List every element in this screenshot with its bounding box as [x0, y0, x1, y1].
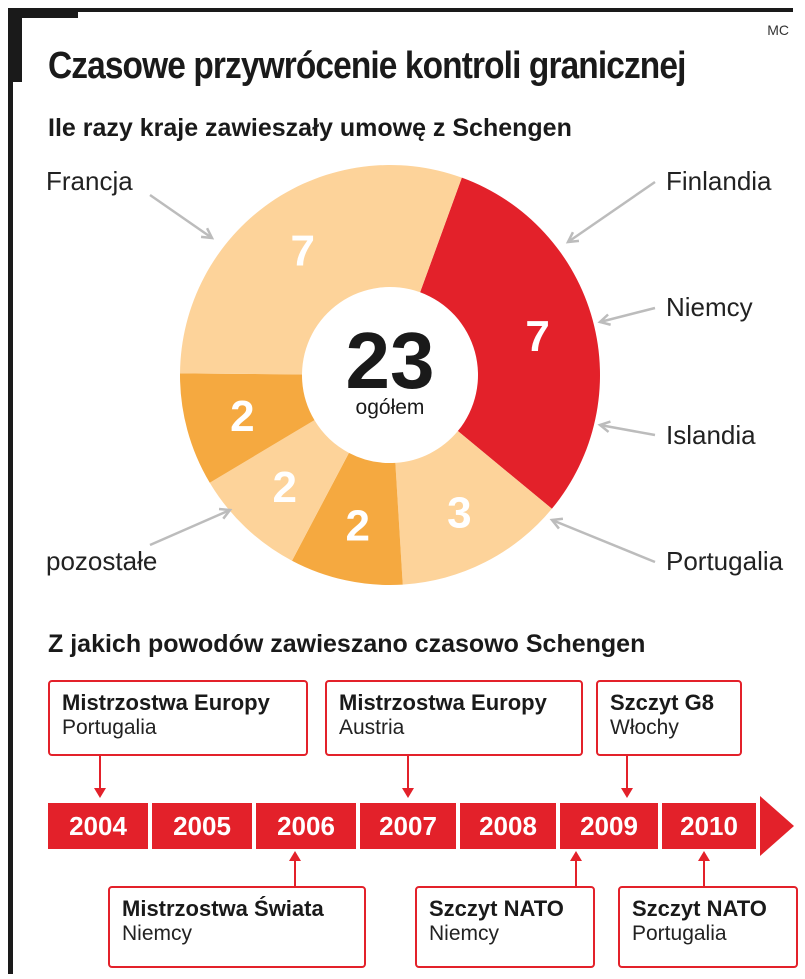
event-country: Portugalia: [62, 716, 157, 739]
slice-value-francja: 7: [525, 312, 549, 361]
slice-value-finlandia: 3: [447, 488, 471, 537]
leader-line: [149, 508, 231, 547]
total-value: 23: [346, 316, 435, 405]
slice-label-islandia: Islandia: [666, 420, 756, 450]
chart-subtitle: Ile razy kraje zawieszały umowę z Scheng…: [48, 114, 572, 142]
page-title: Czasowe przywrócenie kontroli granicznej: [48, 45, 686, 87]
event-box-bottom: Szczyt NATO Niemcy: [415, 886, 595, 968]
donut-slice-niemcy: [291, 452, 403, 586]
frame-corner-block: [8, 8, 22, 82]
event-box-bottom: Szczyt NATO Portugalia: [618, 886, 798, 968]
connector-arrow: [289, 851, 301, 861]
leader-arrowhead: [597, 420, 611, 433]
leader-line: [599, 423, 656, 437]
leader-line: [599, 306, 656, 324]
year-segment: 2006: [256, 803, 356, 849]
leader-arrowhead: [218, 507, 233, 520]
event-box-top: Szczyt G8 Włochy: [596, 680, 742, 756]
frame-corner-bar: [8, 8, 78, 18]
event-country: Niemcy: [122, 922, 193, 945]
connector-line: [626, 756, 628, 788]
connector-arrow: [402, 788, 414, 798]
connector-line: [294, 861, 296, 887]
total-caption: ogółem: [356, 396, 425, 419]
event-name: Mistrzostwa Europy: [339, 690, 547, 715]
year-segment: 2008: [460, 803, 556, 849]
connector-line: [99, 756, 101, 788]
slice-value-niemcy: 2: [345, 502, 369, 551]
label-leader-arrows: [149, 180, 656, 564]
leader-arrowhead: [200, 227, 215, 240]
year-segment: 2004: [48, 803, 148, 849]
leader-line: [149, 193, 213, 240]
slice-value-islandia: 2: [272, 463, 296, 512]
event-country: Portugalia: [632, 922, 727, 945]
author-credit: MC: [767, 22, 789, 38]
donut-slice-pozostałe: [180, 165, 462, 375]
year-segment: 2007: [360, 803, 456, 849]
leader-line: [551, 518, 656, 564]
slice-label-finlandia: Finlandia: [666, 166, 772, 196]
slice-value-portugalia: 2: [230, 392, 254, 441]
event-box-top: Mistrzostwa Europy Portugalia: [48, 680, 308, 756]
slice-label-francja: Francja: [46, 166, 133, 196]
leader-line: [567, 180, 656, 244]
event-name: Szczyt NATO: [632, 896, 767, 921]
event-name: Mistrzostwa Europy: [62, 690, 270, 715]
leader-arrowhead: [565, 231, 580, 244]
timeline-arrowhead: [760, 796, 794, 856]
slice-label-niemcy: Niemcy: [666, 292, 753, 322]
connector-arrow: [698, 851, 710, 861]
donut-slice-francja: [420, 177, 600, 509]
timeline-subtitle: Z jakich powodów zawieszano czasowo Sche…: [48, 630, 646, 658]
frame-top-rule: [8, 8, 793, 12]
donut-slices: [180, 165, 600, 586]
year-segment: 2005: [152, 803, 252, 849]
donut-slice-finlandia: [395, 431, 552, 585]
year-segment: 2010: [662, 803, 756, 849]
event-name: Szczyt NATO: [429, 896, 564, 921]
event-box-top: Mistrzostwa Europy Austria: [325, 680, 583, 756]
leader-arrowhead: [549, 517, 564, 530]
year-segment: 2009: [560, 803, 658, 849]
event-box-bottom: Mistrzostwa Świata Niemcy: [108, 886, 366, 968]
slice-label-portugalia: Portugalia: [666, 546, 784, 576]
connector-line: [575, 861, 577, 887]
leader-arrowhead: [597, 313, 611, 326]
connector-arrow: [570, 851, 582, 861]
connector-line: [703, 861, 705, 887]
donut-slice-portugalia: [180, 373, 315, 483]
event-name: Mistrzostwa Świata: [122, 896, 324, 921]
event-country: Niemcy: [429, 922, 500, 945]
connector-line: [407, 756, 409, 788]
event-country: Włochy: [610, 716, 679, 739]
slice-value-pozostałe: 7: [290, 226, 314, 275]
frame-left-rule: [8, 8, 13, 974]
event-name: Szczyt G8: [610, 690, 714, 715]
connector-arrow: [621, 788, 633, 798]
connector-arrow: [94, 788, 106, 798]
slice-label-pozostale: pozostałe: [46, 546, 158, 576]
donut-slice-islandia: [209, 420, 349, 561]
event-country: Austria: [339, 716, 405, 739]
